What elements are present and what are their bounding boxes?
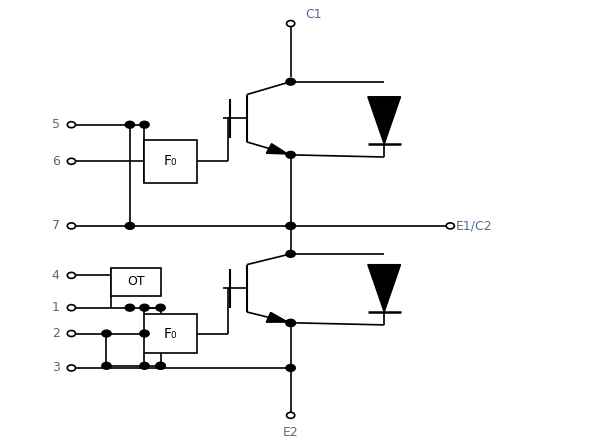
Circle shape xyxy=(68,158,75,164)
Circle shape xyxy=(68,331,75,336)
Text: E1/C2: E1/C2 xyxy=(456,219,493,232)
Polygon shape xyxy=(368,265,400,312)
Circle shape xyxy=(286,320,295,327)
Text: F₀: F₀ xyxy=(164,327,177,340)
Circle shape xyxy=(156,362,165,369)
Text: 2: 2 xyxy=(52,327,60,340)
Circle shape xyxy=(140,330,149,337)
Text: 6: 6 xyxy=(52,155,60,168)
Circle shape xyxy=(156,304,165,311)
Bar xyxy=(111,268,161,296)
Circle shape xyxy=(156,362,165,369)
Circle shape xyxy=(286,20,295,27)
Text: 4: 4 xyxy=(52,269,60,282)
Circle shape xyxy=(286,413,295,418)
Circle shape xyxy=(125,222,135,229)
Circle shape xyxy=(102,330,111,337)
Circle shape xyxy=(286,78,295,85)
Circle shape xyxy=(68,272,75,279)
Text: OT: OT xyxy=(127,275,145,288)
Text: 5: 5 xyxy=(52,118,60,131)
Text: C1: C1 xyxy=(305,8,322,21)
Circle shape xyxy=(286,320,295,326)
Circle shape xyxy=(286,222,295,229)
Circle shape xyxy=(140,362,149,369)
Circle shape xyxy=(102,362,111,369)
Circle shape xyxy=(125,121,135,128)
Text: 1: 1 xyxy=(52,301,60,314)
Circle shape xyxy=(125,304,135,311)
Circle shape xyxy=(68,365,75,371)
Circle shape xyxy=(68,305,75,311)
Circle shape xyxy=(68,121,75,128)
Polygon shape xyxy=(266,144,288,154)
Circle shape xyxy=(286,364,295,372)
Bar xyxy=(145,140,197,183)
Circle shape xyxy=(286,222,295,229)
Bar xyxy=(145,314,197,353)
Circle shape xyxy=(446,223,454,229)
Text: 7: 7 xyxy=(52,219,60,232)
Circle shape xyxy=(286,251,295,257)
Circle shape xyxy=(286,151,295,158)
Circle shape xyxy=(140,304,149,311)
Text: 3: 3 xyxy=(52,361,60,374)
Circle shape xyxy=(68,223,75,229)
Text: F₀: F₀ xyxy=(164,154,177,168)
Text: E2: E2 xyxy=(283,426,298,439)
Polygon shape xyxy=(266,312,288,322)
Polygon shape xyxy=(368,97,400,144)
Circle shape xyxy=(140,121,149,128)
